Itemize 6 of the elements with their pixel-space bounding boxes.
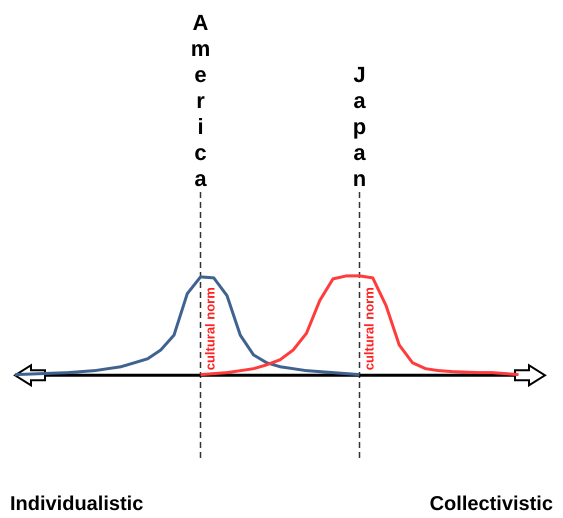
text: Collectivistic bbox=[430, 493, 553, 515]
text: Individualistic bbox=[10, 493, 144, 515]
annotation: cultural norm bbox=[362, 287, 376, 370]
text: Japan bbox=[352, 62, 366, 191]
annotation: cultural norm bbox=[202, 287, 218, 370]
text: America bbox=[190, 10, 210, 191]
